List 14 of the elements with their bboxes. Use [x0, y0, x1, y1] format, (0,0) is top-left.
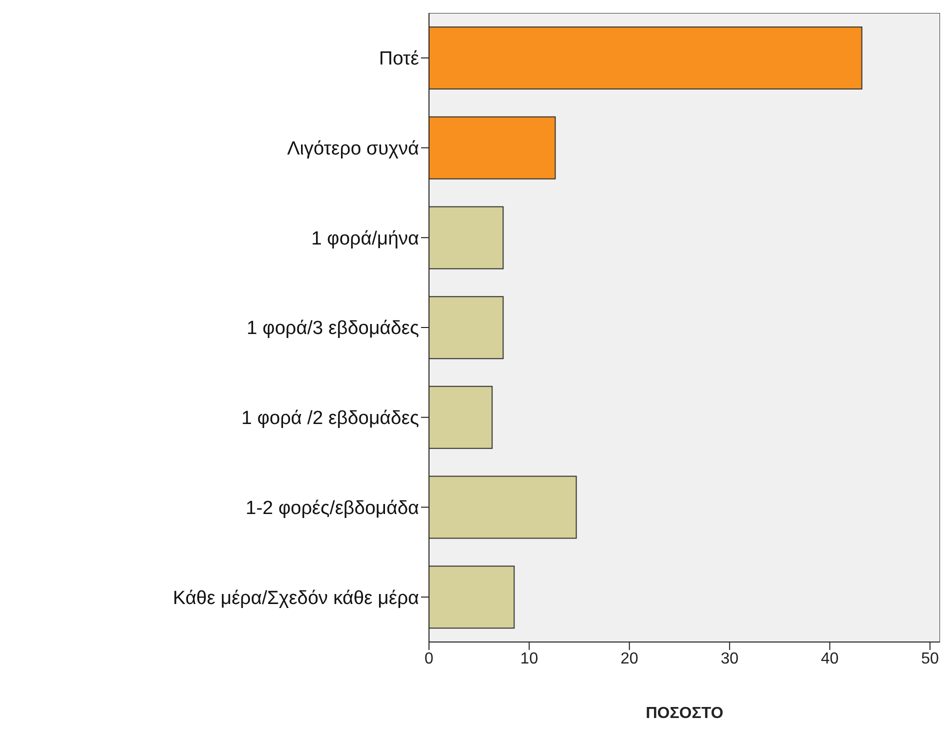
x-tick-label: 20: [620, 650, 638, 668]
x-tick-label: 50: [921, 650, 939, 668]
x-tick-label: 0: [424, 650, 434, 668]
y-tick-label: Κάθε μέρα/Σχεδόν κάθε μέρα: [172, 588, 420, 609]
y-tick-label: Λιγότερο συχνά: [287, 138, 420, 160]
x-tick-label: 30: [720, 650, 739, 668]
y-tick-label: 1 φορά /2 εβδομάδες: [241, 408, 419, 430]
y-tick-label: 1-2 φορές/εβδομάδα: [246, 498, 420, 519]
y-tick-label: Ποτέ: [379, 48, 420, 70]
y-tick-label: 1 φορά/μήνα: [311, 228, 420, 250]
x-tick-label: 10: [520, 650, 538, 668]
y-tick-label: 1 φορά/3 εβδομάδες: [246, 318, 419, 340]
x-tick-label: 40: [820, 650, 839, 668]
x-axis-title: ΠΟΣΟΣΤΟ: [646, 705, 724, 722]
